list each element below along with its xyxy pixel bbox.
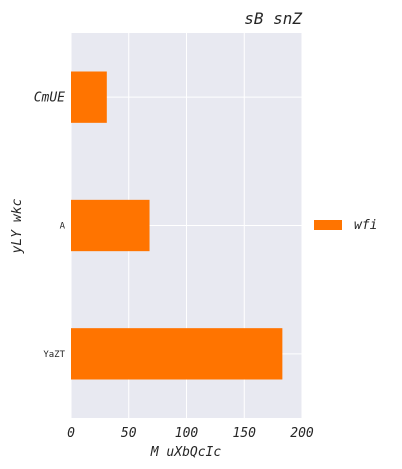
legend: wfi xyxy=(314,218,377,233)
y-tick-label: A xyxy=(60,222,66,232)
bar-yazt xyxy=(71,328,282,379)
x-tick-label: 150 xyxy=(233,426,257,441)
y-tick-label: YaZT xyxy=(43,350,65,360)
x-tick-labels: 0 50 100 150 200 xyxy=(67,426,314,441)
y-axis-label: yLY wkc xyxy=(10,198,25,254)
bar-cmue xyxy=(71,72,107,123)
bar-a xyxy=(71,200,150,251)
x-tick-label: 0 xyxy=(67,426,75,441)
chart-title: sB snZ xyxy=(244,9,302,28)
x-axis-label: M uXbQcIc xyxy=(150,445,222,460)
x-tick-label: 50 xyxy=(121,426,137,441)
legend-label-wfi: wfi xyxy=(354,218,377,233)
x-tick-label: 200 xyxy=(290,426,314,441)
y-tick-labels: CmUE A YaZT xyxy=(34,91,66,360)
legend-swatch-wfi xyxy=(314,220,342,230)
x-tick-label: 100 xyxy=(175,426,199,441)
y-tick-label: CmUE xyxy=(34,91,65,106)
